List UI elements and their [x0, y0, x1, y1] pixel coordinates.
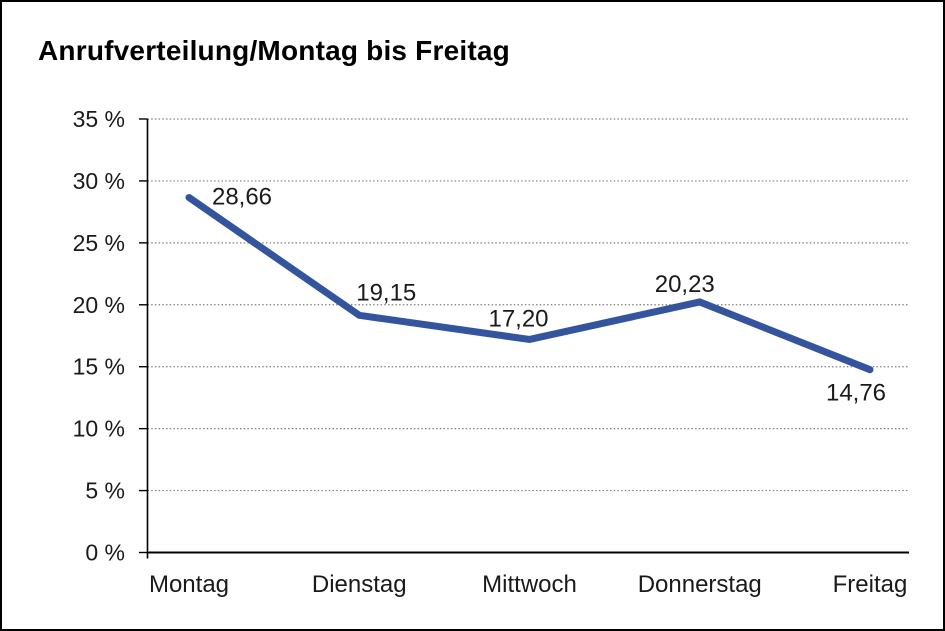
chart-title: Anrufverteilung/Montag bis Freitag: [38, 35, 510, 66]
data-point-label: 14,76: [826, 380, 886, 407]
y-tick-label: 30 %: [73, 168, 125, 194]
y-tick-label: 15 %: [73, 354, 125, 380]
x-category-label: Mittwoch: [482, 571, 577, 598]
data-point-label: 20,23: [655, 271, 715, 298]
y-tick-label: 20 %: [73, 292, 125, 318]
x-category-label: Donnerstag: [638, 571, 762, 598]
data-point-label: 17,20: [488, 305, 548, 332]
y-tick-label: 10 %: [73, 416, 125, 442]
x-category-label: Dienstag: [312, 571, 407, 598]
y-tick-label: 0 %: [85, 540, 125, 566]
data-point-label: 28,66: [212, 184, 272, 211]
y-tick-label: 25 %: [73, 230, 125, 256]
y-tick-label: 5 %: [85, 478, 125, 504]
series-line: [185, 194, 874, 374]
y-tick-label: 35 %: [73, 106, 125, 132]
x-category-label: Freitag: [833, 571, 908, 598]
data-point-label: 19,15: [356, 279, 416, 306]
x-category-label: Montag: [149, 571, 229, 598]
